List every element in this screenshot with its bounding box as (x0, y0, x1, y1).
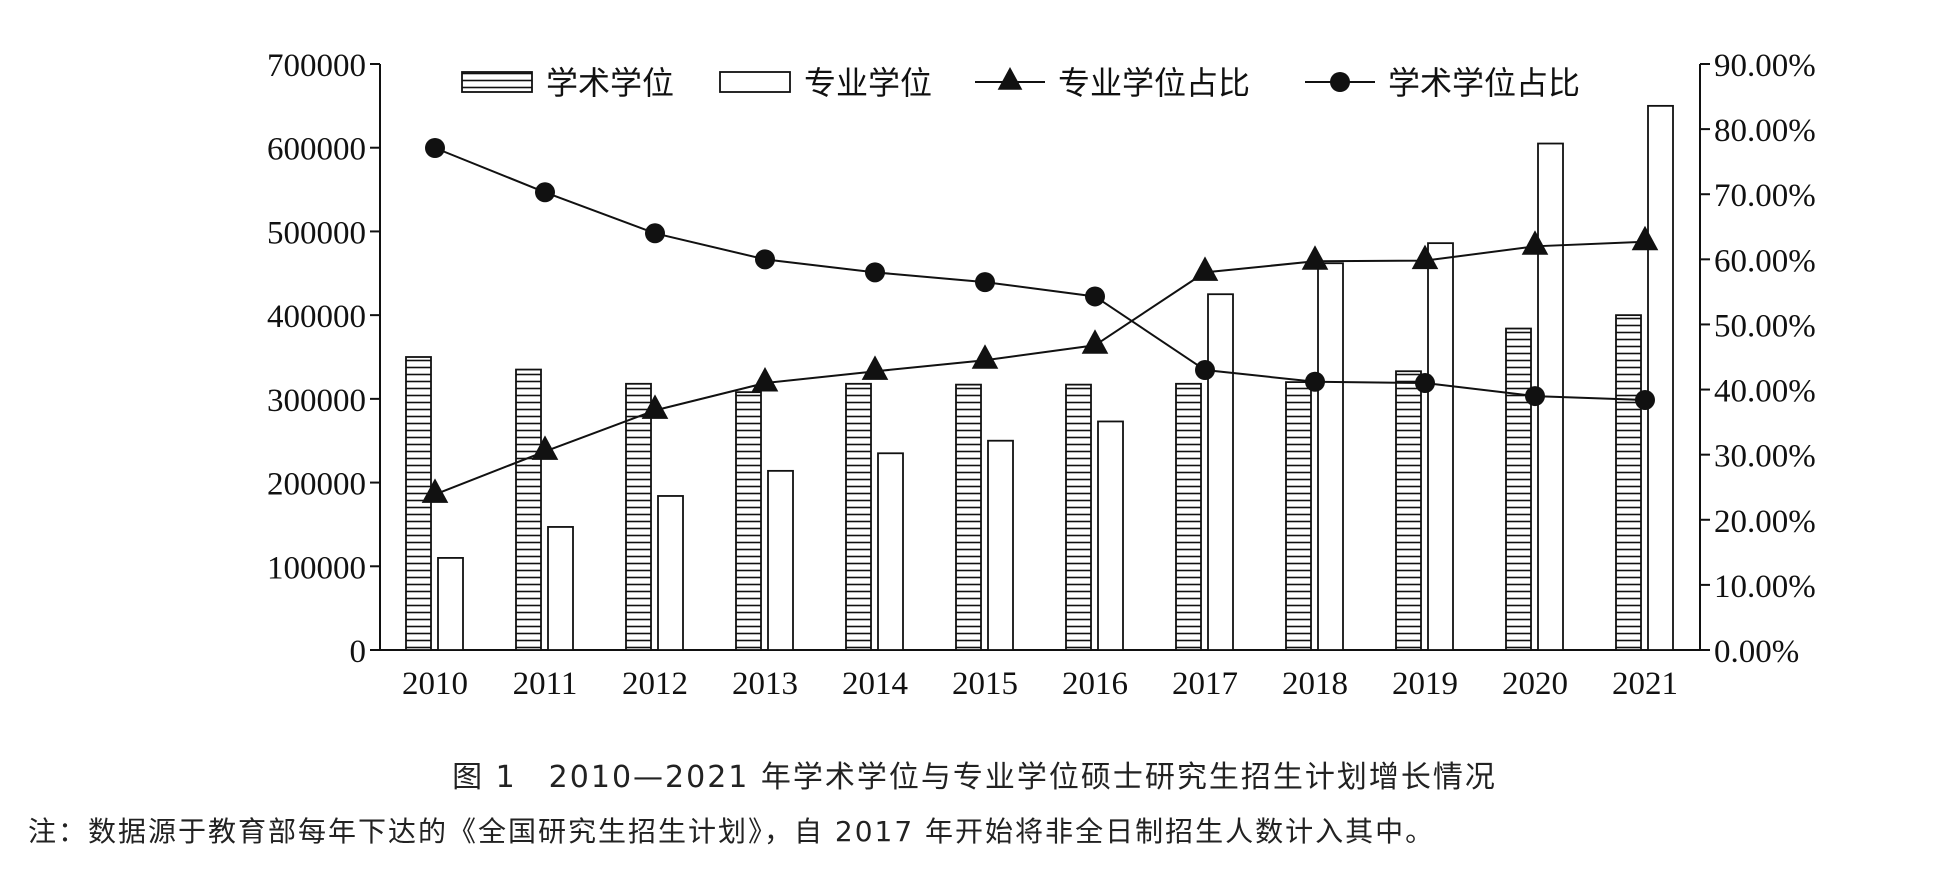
academic-ratio-point (1635, 389, 1655, 410)
academic-ratio-line (434, 147, 1646, 401)
right-axis-tick-label: 90.00% (1714, 48, 1816, 84)
academic-ratio-point (865, 262, 885, 283)
left-axis-tick-label: 700000 (267, 48, 366, 84)
professional-degree-bar (657, 495, 684, 651)
x-axis-tick-label: 2018 (1282, 666, 1348, 702)
x-axis-tick-label: 2021 (1612, 666, 1678, 702)
professional-ratio-point (1081, 329, 1109, 354)
figure-note: 注：数据源于教育部每年下达的《全国研究生招生计划》，自 2017 年开始将非全日… (28, 815, 1436, 848)
academic-ratio-point (1525, 386, 1545, 407)
professional-ratio-point (1191, 256, 1219, 281)
x-axis-tick-label: 2010 (402, 666, 468, 702)
legend-swatch-academic-bar (461, 71, 533, 93)
right-axis-tick-label: 40.00% (1714, 374, 1816, 410)
academic-degree-bar (625, 382, 652, 651)
professional-ratio-point (1631, 225, 1659, 251)
academic-ratio-point (1085, 286, 1105, 307)
left-axis-tick-label: 100000 (267, 550, 366, 586)
x-axis-tick-label: 2017 (1172, 666, 1238, 702)
left-axis-tick-label: 200000 (267, 467, 366, 503)
line-series (421, 137, 1659, 503)
legend-label-professional-bar: 专业学位 (804, 64, 932, 102)
dual-axis-chart: 0 100000 200000 300000 400000 500000 600000 700… (267, 48, 1816, 702)
x-axis-tick-label: 2019 (1392, 666, 1458, 702)
academic-ratio-point (1305, 371, 1325, 392)
left-axis-tick-label: 500000 (267, 215, 366, 251)
academic-ratio-point (425, 137, 445, 158)
professional-ratio-point (1411, 244, 1439, 270)
professional-ratio-point (1521, 230, 1549, 255)
academic-degree-bar (955, 383, 982, 651)
academic-degree-bar (845, 382, 872, 651)
x-axis-tick-label: 2015 (952, 666, 1018, 702)
left-axis-tick-label: 600000 (267, 132, 366, 168)
x-axis-tick-label: 2013 (732, 666, 798, 702)
professional-ratio-line (434, 240, 1646, 496)
professional-ratio-point (641, 394, 669, 419)
professional-degree-bar (1207, 293, 1234, 651)
legend-label-professional-ratio: 专业学位占比 (1058, 64, 1250, 102)
academic-ratio-point (1415, 373, 1435, 394)
academic-degree-bar (405, 356, 432, 651)
academic-degree-bar (1065, 383, 1092, 651)
right-axis-tick-label: 70.00% (1714, 178, 1816, 214)
professional-degree-bar (437, 557, 464, 651)
academic-degree-bar (1505, 327, 1532, 651)
professional-degree-bar (1317, 262, 1344, 651)
right-axis-tick-label: 20.00% (1714, 504, 1816, 540)
academic-ratio-point (645, 223, 665, 244)
professional-ratio-point (751, 367, 779, 392)
left-axis-tick-label: 400000 (267, 299, 366, 335)
professional-ratio-point (1301, 245, 1329, 270)
x-axis-tick-label: 2016 (1062, 666, 1128, 702)
right-axis-tick-label: 50.00% (1714, 308, 1816, 344)
legend-swatch-professional-bar (719, 71, 791, 93)
academic-degree-bar (1175, 382, 1202, 651)
academic-degree-bar (1285, 381, 1312, 651)
academic-ratio-point (975, 272, 995, 293)
legend-label-academic-bar: 学术学位 (546, 64, 674, 102)
professional-degree-bar (1647, 104, 1674, 651)
academic-degree-bar (1615, 314, 1642, 651)
x-axis-tick-label: 2014 (842, 666, 908, 702)
professional-degree-bar (987, 439, 1014, 651)
right-axis-tick-label: 80.00% (1714, 113, 1816, 149)
left-axis-tick-label: 300000 (267, 383, 366, 419)
professional-ratio-point (861, 355, 889, 380)
chart-legend: 学术学位 专业学位 专业学位占比 学术学位占比 (461, 64, 1580, 102)
academic-ratio-point (755, 249, 775, 270)
academic-ratio-point (535, 182, 555, 203)
bar-series (405, 104, 1674, 651)
chart-axes: 0 100000 200000 300000 400000 500000 600000 700… (267, 48, 1816, 702)
x-axis-tick-label: 2012 (622, 666, 688, 702)
academic-degree-bar (515, 368, 542, 651)
legend-circle-icon (1330, 72, 1350, 92)
professional-degree-bar (1097, 420, 1124, 651)
legend-triangle-icon (997, 67, 1023, 90)
right-axis-tick-label: 30.00% (1714, 439, 1816, 475)
professional-ratio-point (421, 478, 449, 503)
professional-degree-bar (767, 469, 794, 651)
x-axis-tick-label: 2011 (513, 666, 578, 702)
professional-degree-bar (547, 526, 574, 651)
legend-label-academic-ratio: 学术学位占比 (1388, 64, 1580, 102)
left-axis-tick-label: 0 (350, 634, 367, 670)
professional-degree-bar (1427, 242, 1454, 651)
x-axis-tick-label: 2020 (1502, 666, 1568, 702)
figure-caption: 图 1 2010—2021 年学术学位与专业学位硕士研究生招生计划增长情况 (452, 760, 1497, 795)
right-axis-tick-label: 10.00% (1714, 569, 1816, 605)
academic-degree-bar (1395, 370, 1422, 651)
professional-ratio-point (531, 435, 559, 460)
right-axis-tick-label: 60.00% (1714, 243, 1816, 279)
academic-degree-bar (735, 391, 762, 651)
right-axis-tick-label: 0.00% (1714, 634, 1799, 670)
professional-degree-bar (877, 452, 904, 651)
professional-ratio-point (971, 344, 999, 369)
academic-ratio-point (1195, 360, 1215, 381)
